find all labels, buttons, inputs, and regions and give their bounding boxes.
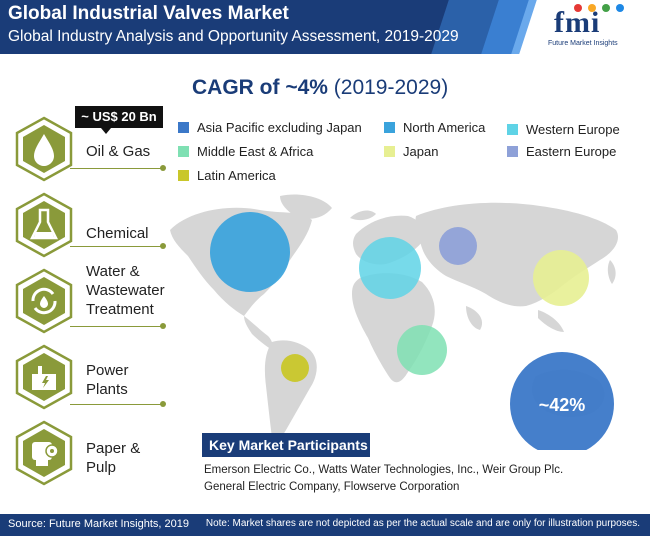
segment-water-line-2: Wastewater <box>86 282 165 299</box>
bubble-eastern-europe <box>439 227 477 265</box>
header-banner: Global Industrial Valves Market Global I… <box>0 0 650 54</box>
bubble-japan <box>533 250 589 306</box>
legend-item-japan: Japan <box>384 144 438 159</box>
legend-swatch <box>384 146 395 157</box>
world-map: ~42% <box>170 194 619 450</box>
footer-note: Note: Market shares are not depicted as … <box>205 518 640 529</box>
segment-dot <box>160 323 166 329</box>
legend-swatch <box>178 170 189 181</box>
bubble-asia-pacific <box>510 352 614 450</box>
page-title: Global Industrial Valves Market <box>8 3 289 24</box>
cagr-label: CAGR of ~4% <box>192 76 328 99</box>
bubble-western-europe <box>359 237 421 299</box>
apej-share-label: ~42% <box>539 395 586 415</box>
key-participants-title: Key Market Participants <box>202 433 370 457</box>
segment-water-line-3: Treatment <box>86 301 154 318</box>
segment-paper-line-2: Pulp <box>86 459 117 476</box>
footer-bar: Source: Future Market Insights, 2019 Not… <box>0 514 650 536</box>
logo-text: fmi <box>554 6 601 39</box>
cagr-heading: CAGR of ~4% (2019-2029) <box>192 76 448 100</box>
segment-divider <box>70 246 162 247</box>
segment-divider <box>70 404 162 405</box>
segment-dot <box>160 243 166 249</box>
legend-item-apej: Asia Pacific excluding Japan <box>178 120 362 135</box>
legend-item-mea: Middle East & Africa <box>178 144 313 159</box>
legend-swatch <box>178 146 189 157</box>
key-participants-line-2: General Electric Company, Flowserve Corp… <box>204 481 460 493</box>
paper-roll-icon <box>15 420 73 486</box>
segment-dot <box>160 401 166 407</box>
bubble-middle-east-africa <box>397 325 447 375</box>
legend-item-eastern-europe: Eastern Europe <box>507 144 616 159</box>
segment-chemical: Chemical <box>86 225 149 242</box>
legend-swatch <box>507 146 518 157</box>
legend-item-north-america: North America <box>384 120 485 135</box>
oil-drop-icon <box>15 116 73 182</box>
page-subtitle: Global Industry Analysis and Opportunity… <box>8 28 459 45</box>
segment-water-line-1: Water & <box>86 263 140 280</box>
segment-oil-gas: Oil & Gas <box>86 143 151 160</box>
legend-swatch <box>384 122 395 133</box>
legend-swatch <box>178 122 189 133</box>
flask-icon <box>15 192 73 258</box>
segment-power-line-1: Power <box>86 362 129 379</box>
legend-item-latin-america: Latin America <box>178 168 276 183</box>
bubble-latin-america <box>281 354 309 382</box>
footer-source: Source: Future Market Insights, 2019 <box>8 518 189 530</box>
segment-dot <box>160 165 166 171</box>
water-recycle-icon <box>15 268 73 334</box>
market-value-badge: ~ US$ 20 Bn <box>75 106 163 134</box>
power-plant-icon <box>15 344 73 410</box>
cagr-period: (2019-2029) <box>333 76 449 99</box>
segment-paper-line-1: Paper & <box>86 440 141 457</box>
key-participants-line-1: Emerson Electric Co., Watts Water Techno… <box>204 464 564 476</box>
legend-swatch <box>507 124 518 135</box>
logo-tagline: Future Market Insights <box>548 40 618 47</box>
fmi-logo: fmi Future Market Insights <box>546 4 642 50</box>
legend-item-western-europe: Western Europe <box>507 122 620 137</box>
segment-power-line-2: Plants <box>86 381 128 398</box>
segment-divider <box>70 168 162 169</box>
segment-divider <box>70 326 162 327</box>
bubble-north-america <box>210 212 290 292</box>
